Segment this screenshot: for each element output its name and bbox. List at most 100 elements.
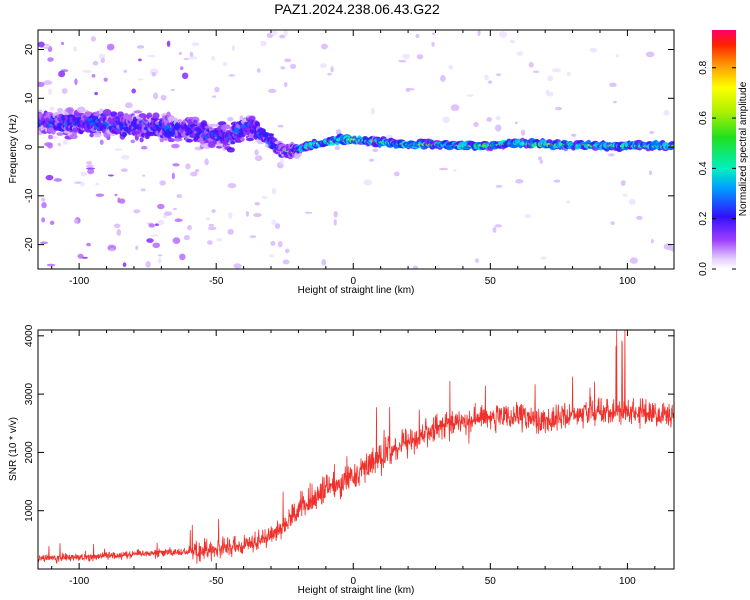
spectrogram-noise-blob bbox=[85, 164, 95, 168]
spectrogram-noise-blob bbox=[60, 41, 65, 46]
spectrogram-noise-blob bbox=[205, 217, 210, 221]
spectrogram-noise-blob bbox=[402, 53, 410, 60]
spectrogram-noise-blob bbox=[74, 78, 78, 86]
spectrogram-noise-blob bbox=[284, 58, 292, 63]
snr-panel: -100 -50 0 50 100 1000 2000 3000 4000 Height of … bbox=[8, 324, 675, 596]
spectrogram-signal-blob bbox=[248, 115, 256, 122]
spectrogram-noise-blob bbox=[284, 248, 290, 254]
spectrogram-noise-blob bbox=[212, 95, 217, 98]
spectrogram-x-tick-label: -100 bbox=[69, 276, 89, 287]
spectrogram-noise-blob bbox=[486, 117, 492, 122]
spectrogram-noise-blob bbox=[40, 197, 46, 202]
snr-x-tick-label: -50 bbox=[209, 576, 224, 587]
spectrogram-noise-blob bbox=[609, 82, 617, 87]
spectrogram-noise-blob bbox=[277, 240, 283, 248]
spectrogram-signal-blob bbox=[193, 119, 198, 124]
spectrogram-noise-blob bbox=[170, 88, 175, 92]
spectrogram-noise-blob bbox=[183, 235, 191, 241]
spectrogram-noise-blob bbox=[113, 223, 121, 229]
spectrogram-noise-blob bbox=[271, 219, 277, 226]
spectrogram-noise-blob bbox=[524, 214, 532, 219]
spectrogram-noise-blob bbox=[142, 174, 146, 177]
snr-y-tick-label: 2000 bbox=[24, 441, 35, 464]
spectrogram-noise-blob bbox=[172, 237, 181, 245]
spectrogram-noise-blob bbox=[172, 163, 180, 167]
spectrogram-noise-blob bbox=[260, 40, 267, 47]
spectrogram-noise-blob bbox=[153, 92, 159, 100]
spectrogram-noise-blob bbox=[645, 51, 655, 58]
spectrogram-noise-blob bbox=[431, 41, 435, 47]
spectrogram-noise-blob bbox=[99, 139, 104, 145]
spectrogram-noise-blob bbox=[43, 80, 53, 86]
spectrogram-signal-blob bbox=[48, 134, 53, 140]
spectrogram-noise-blob bbox=[163, 211, 173, 216]
spectrogram-noise-blob bbox=[228, 74, 235, 77]
spectrogram-noise-blob bbox=[268, 88, 277, 93]
spectrogram-noise-blob bbox=[166, 40, 171, 47]
spectrogram-noise-blob bbox=[106, 43, 115, 51]
spectrogram-noise-blob bbox=[274, 223, 281, 229]
snr-y-tick-label: 1000 bbox=[24, 499, 35, 522]
spectrogram-signal-blob bbox=[121, 131, 127, 138]
spectrogram-noise-blob bbox=[208, 223, 215, 227]
spectrogram-signal-blob bbox=[246, 137, 255, 142]
spectrogram-noise-blob bbox=[320, 43, 328, 50]
colorbar-ticks: 0.0 0.2 0.4 0.6 0.8 bbox=[698, 60, 736, 276]
spectrogram-noise-blob bbox=[150, 234, 159, 237]
spectrogram-noise-blob bbox=[494, 124, 502, 132]
spectrogram-noise-blob bbox=[532, 70, 540, 74]
spectrogram-noise-blob bbox=[87, 168, 95, 175]
spectrogram-noise-blob bbox=[207, 240, 213, 245]
spectrogram-noise-blob bbox=[179, 253, 186, 261]
spectrogram-y-tick-label: -20 bbox=[24, 237, 35, 252]
colorbar-tick-label: 0.8 bbox=[698, 60, 709, 74]
spectrogram-noise-blob bbox=[228, 212, 233, 219]
spectrogram-noise-blob bbox=[80, 171, 87, 177]
spectrogram-x-axis-label: Height of straight line (km) bbox=[298, 285, 415, 296]
spectrogram-signal-blob bbox=[93, 132, 102, 138]
spectrogram-noise-blob bbox=[494, 224, 502, 228]
snr-y-tick-label: 4000 bbox=[24, 324, 35, 347]
spectrogram-signal-blob bbox=[186, 138, 194, 143]
spectrogram-noise-blob bbox=[80, 181, 85, 187]
spectrogram-noise-blob bbox=[452, 169, 457, 172]
colorbar: 0.0 0.2 0.4 0.6 0.8 Normalized spectral ampl… bbox=[698, 30, 749, 276]
spectrogram-noise-blob bbox=[270, 30, 278, 36]
spectrogram-x-tick-label: -50 bbox=[209, 276, 224, 287]
colorbar-tick-label: 0.4 bbox=[698, 161, 709, 175]
spectrogram-y-axis-label: Frequency (Hz) bbox=[8, 115, 19, 184]
spectrogram-noise-blob bbox=[211, 55, 215, 61]
spectrogram-signal-blob bbox=[57, 107, 64, 113]
snr-y-axis-label: SNR (10 * v/v) bbox=[8, 417, 19, 481]
spectrogram-noise-blob bbox=[46, 263, 56, 267]
spectrogram-noise-blob bbox=[333, 218, 337, 226]
spectrogram-noise-blob bbox=[211, 209, 216, 214]
spectrogram-noise-blob bbox=[249, 235, 257, 238]
spectrogram-y-tick-label: 20 bbox=[24, 44, 35, 56]
spectrogram-signal-blob bbox=[56, 132, 64, 136]
spectrogram-noise-blob bbox=[140, 188, 146, 192]
spectrogram-signal-blob bbox=[239, 115, 244, 122]
spectrogram-noise-blob bbox=[432, 32, 436, 36]
spectrogram-noise-blob bbox=[415, 33, 420, 39]
spectrogram-noise-blob bbox=[405, 87, 411, 93]
colorbar-tick-label: 0.6 bbox=[698, 111, 709, 125]
spectrogram-noise-blob bbox=[74, 218, 79, 224]
spectrogram-noise-blob bbox=[496, 73, 502, 77]
spectrogram-noise-blob bbox=[98, 53, 106, 59]
spectrogram-noise-blob bbox=[189, 56, 198, 60]
spectrogram-noise-blob bbox=[117, 197, 121, 204]
snr-y-tick-label: 3000 bbox=[24, 383, 35, 406]
colorbar-tick-label: 0.0 bbox=[698, 262, 709, 276]
spectrogram-noise-blob bbox=[171, 143, 180, 149]
spectrogram-noise-blob bbox=[620, 180, 626, 186]
spectrogram-noise-blob bbox=[77, 253, 84, 259]
spectrogram-signal-blob bbox=[167, 138, 176, 143]
spectrogram-noise-blob bbox=[222, 61, 228, 66]
spectrogram-noise-blob bbox=[91, 74, 96, 78]
spectrogram-noise-blob bbox=[157, 203, 165, 210]
spectrogram-noise-blob bbox=[124, 102, 133, 109]
spectrogram-noise-blob bbox=[372, 148, 379, 153]
spectrogram-noise-blob bbox=[440, 74, 446, 82]
spectrogram-noise-blob bbox=[145, 261, 151, 268]
